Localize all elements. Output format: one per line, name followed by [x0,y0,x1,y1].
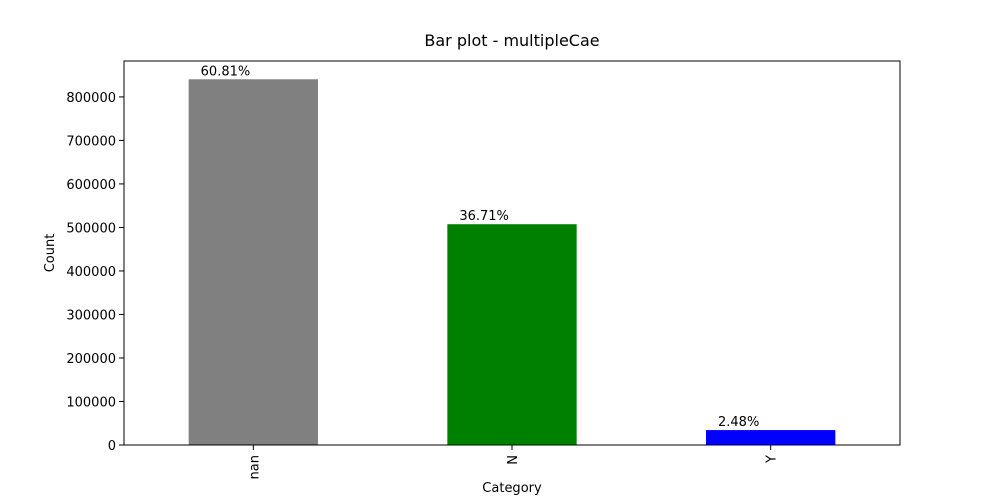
data-label: 36.71% [459,209,509,224]
bar [447,224,577,445]
bar [188,79,318,445]
x-tick-label: nan [247,455,262,479]
y-tick-label: 0 [108,439,116,454]
x-tick-label: N [506,455,521,465]
y-tick-label: 400000 [66,265,116,280]
y-tick-label: 100000 [66,395,116,410]
y-tick-label: 200000 [66,352,116,367]
y-tick-label: 500000 [66,221,116,236]
y-tick-label: 300000 [66,308,116,323]
x-tick-label: Y [765,455,780,464]
plot-frame [123,60,901,446]
y-axis-label: Count [43,234,58,273]
bar [706,430,836,445]
y-tick-label: 600000 [66,178,116,193]
y-tick-label: 700000 [66,134,116,149]
y-tick-label: 800000 [66,91,116,106]
data-label: 2.48% [718,415,759,430]
chart-title: Bar plot - multipleCae [424,31,599,50]
data-label: 60.81% [201,64,251,79]
x-axis-label: Category [482,481,542,496]
